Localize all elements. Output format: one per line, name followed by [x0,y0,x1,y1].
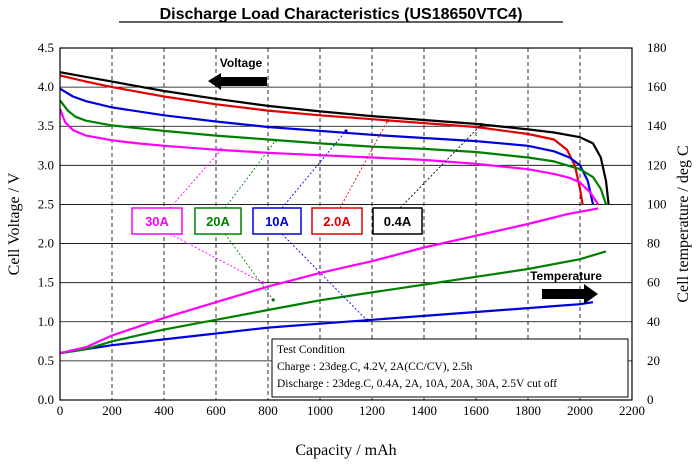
y-tick-label: 4.0 [38,79,54,94]
pointer-2A-voltage-tip [386,119,390,123]
chart-title: Discharge Load Characteristics (US18650V… [160,6,523,23]
y2-tick-label: 20 [647,353,660,368]
x-tick-label: 1600 [463,403,489,418]
y-tick-label: 2.0 [38,236,54,251]
legend-box-30A [131,207,183,235]
y2-tick-label: 120 [647,157,667,172]
legend-label-10A: 10A [265,214,289,229]
y-tick-label: 3.0 [38,157,54,172]
y2-tick-label: 160 [647,79,667,94]
pointer-30A-temp-tip [261,281,265,285]
temperature-line-30A [59,207,599,355]
y-tick-label: 1.5 [38,275,54,290]
test-condition-charge: Charge : 23deg.C, 4.2V, 2A(CC/CV), 2.5h [277,361,473,373]
legend-label-20A: 20A [206,214,230,229]
x-tick-label: 1200 [359,403,385,418]
y-tick-label: 0.5 [38,353,54,368]
y2-tick-label: 40 [647,314,660,329]
y2-tick-label: 180 [647,40,667,55]
y2-tick-label: 0 [647,392,654,407]
x-tick-label: 0 [57,403,64,418]
legend-label-2_0A: 2.0A [323,214,351,229]
x-tick-label: 200 [102,403,122,418]
legend: 30A 20A 10A 2.0A 0.4A [131,207,423,235]
y2-axis-label: Cell temperature / deg C [675,145,692,302]
x-axis-label: Capacity / mAh [295,442,396,459]
legend-box-0_4A [372,207,423,235]
temperature-line-20A [59,250,607,355]
x-tick-label: 400 [154,403,174,418]
pointer-04A-voltage [399,124,482,209]
voltage-line-10A [59,87,595,205]
y-axis-label: Cell Voltage / V [6,172,23,275]
test-condition-title: Test Condition [277,344,345,356]
y-tick-label: 4.5 [38,40,54,55]
pointer-20A-temp-tip [271,298,275,302]
temperature-line-10A [59,301,594,355]
x-tick-label: 1000 [307,403,333,418]
x-tick-label: 800 [258,403,278,418]
pointer-04A-voltage-tip [479,123,483,127]
x-tick-label: 600 [206,403,226,418]
legend-box-10A [252,207,302,235]
temperature-annotation-label: Temperature [530,269,602,283]
y2-tick-label: 60 [647,275,660,290]
y-tick-label: 0.0 [38,392,54,407]
test-condition-box: Test Condition Charge : 23deg.C, 4.2V, 2… [271,338,629,398]
legend-label-0_4A: 0.4A [384,214,412,229]
y2-tick-label: 100 [647,196,667,211]
x-tick-label: 1400 [411,403,437,418]
y-tick-label: 1.0 [38,314,54,329]
y2-tick-label: 80 [647,236,660,251]
legend-box-2_0A [311,207,363,235]
y-tick-label: 2.5 [38,196,54,211]
annotation-layer: Voltage Temperature [169,56,602,322]
pointer-10A-voltage [281,130,347,209]
x-tick-label: 1800 [515,403,541,418]
legend-box-20A [194,207,242,235]
pointer-10A-voltage-tip [344,129,348,133]
voltage-line-30A [58,108,600,206]
pointer-20A-voltage-tip [274,138,278,142]
legend-label-30A: 30A [145,214,169,229]
pointer-20A-temp [224,233,274,301]
axis-layer: 0 200 400 600 800 1000 1200 1400 1600 1800 2000 220… [38,40,667,418]
pointer-10A-temp [281,233,368,321]
voltage-arrow-icon [208,73,267,90]
voltage-line-2_0A [59,74,584,205]
voltage-line-20A [59,99,608,205]
pointer-10A-temp-tip [365,318,369,322]
test-condition-discharge: Discharge : 23deg.C, 0.4A, 2A, 10A, 20A,… [277,378,557,390]
pointer-30A-voltage-tip [219,148,223,152]
voltage-line-0_4A [59,71,610,205]
y-tick-label: 3.5 [38,118,54,133]
voltage-annotation-label: Voltage [220,56,263,70]
x-tick-label: 2200 [619,403,645,418]
plot-frame [59,47,633,401]
x-tick-label: 2000 [567,403,593,418]
pointer-2A-voltage [339,120,388,209]
pointer-30A-temp [169,233,264,284]
temperature-arrow-icon [542,284,598,304]
y2-tick-label: 140 [647,118,667,133]
pointer-30A-voltage [169,149,222,209]
series-layer [58,71,610,355]
grid-layer [60,48,632,400]
